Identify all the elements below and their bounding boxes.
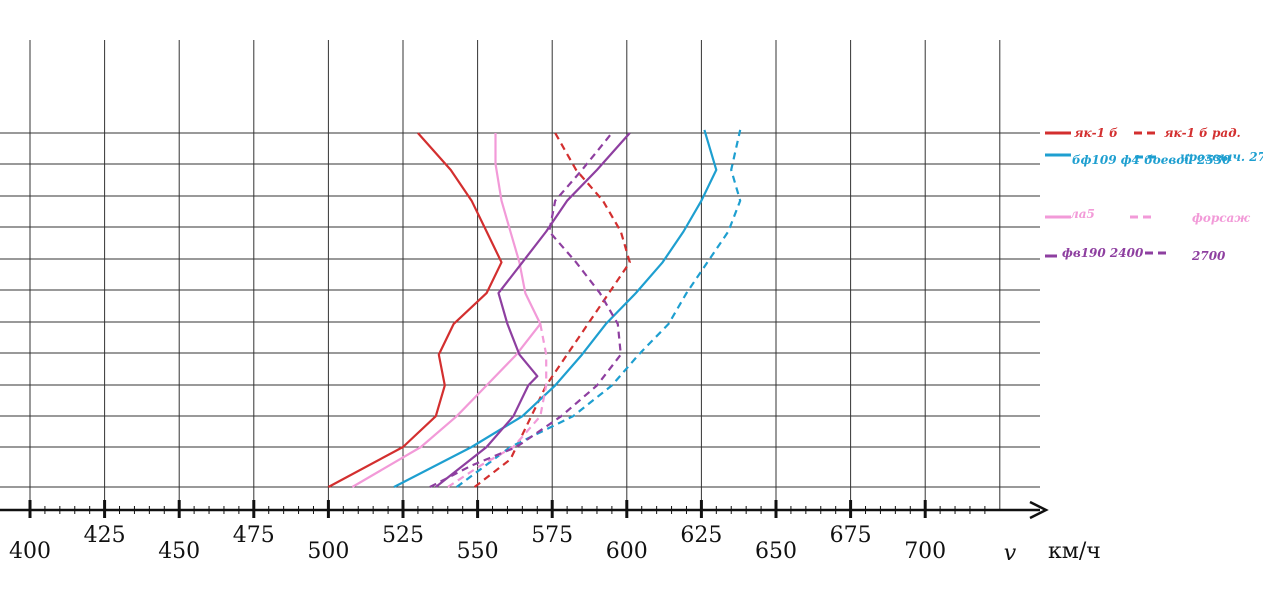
legend-label-5: форсаж [1192, 211, 1250, 225]
legend-label-6: фв190 2400 [1062, 246, 1144, 260]
grid [0, 40, 1040, 510]
x-tick-label: 625 [680, 523, 722, 548]
series-line-2 [393, 129, 718, 488]
x-tick-label: 550 [457, 539, 499, 564]
x-tick-label: 600 [606, 539, 648, 564]
legend-label-3: чрезвыч. 2700 [1180, 150, 1263, 164]
x-tick-label: 475 [233, 523, 275, 548]
x-tick-label: 425 [84, 523, 126, 548]
legend-label-2: бф109 ф4 боевой 2530 [1072, 153, 1231, 167]
x-tick-label: 400 [9, 539, 51, 564]
x-axis [0, 500, 1049, 520]
legend: як-1 б як-1 б рад. бф109 ф4 боевой 2530чре… [1045, 126, 1263, 263]
series-line-1 [473, 132, 631, 488]
x-axis-unit: км/ч [1048, 539, 1101, 564]
legend-label-0: як-1 б [1074, 126, 1118, 140]
legend-label-4: ла5 [1070, 207, 1095, 221]
x-tick-label: 450 [158, 539, 200, 564]
x-axis-symbol: v [1004, 541, 1017, 566]
x-tick-label: 525 [382, 523, 424, 548]
x-tick-label: 500 [307, 539, 349, 564]
tick-labels: 400 425 450 475 500 525 550 575 600 625 650 675 700 v… [9, 523, 1101, 566]
series-line-4 [351, 133, 542, 488]
x-tick-label: 700 [904, 539, 946, 564]
series-line-6 [435, 132, 631, 488]
series-line-3 [456, 129, 742, 488]
x-axis-arrow-icon [1029, 500, 1049, 520]
series-lines [327, 129, 742, 488]
series-line-7 [429, 132, 622, 488]
x-tick-label: 675 [830, 523, 872, 548]
series-line-5 [447, 323, 548, 488]
series-line-0 [327, 132, 503, 488]
legend-label-7: 2700 [1191, 249, 1226, 263]
x-tick-label: 575 [531, 523, 573, 548]
legend-label-1: як-1 б рад. [1164, 126, 1241, 140]
x-tick-label: 650 [755, 539, 797, 564]
